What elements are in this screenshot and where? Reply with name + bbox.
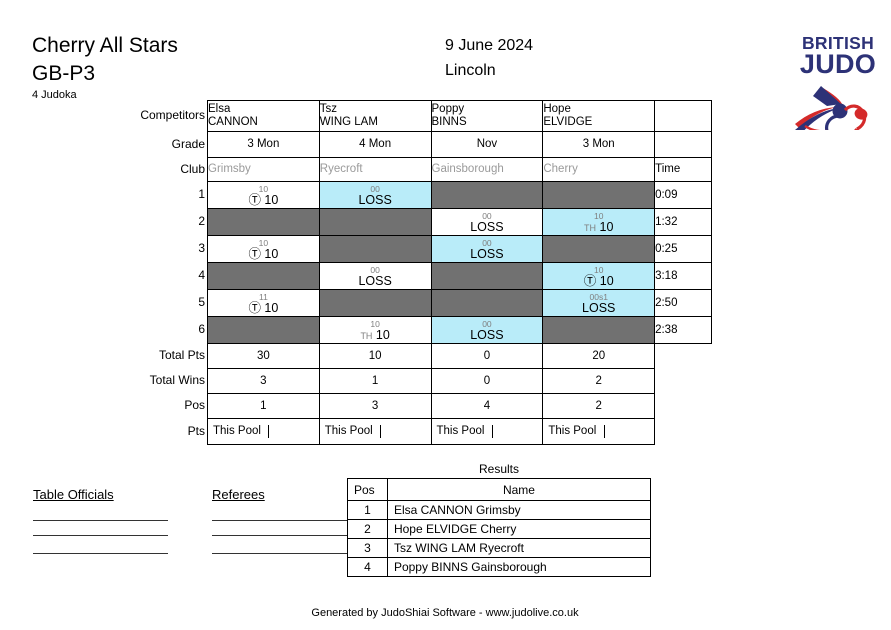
svg-text:JUDO: JUDO	[800, 49, 876, 79]
